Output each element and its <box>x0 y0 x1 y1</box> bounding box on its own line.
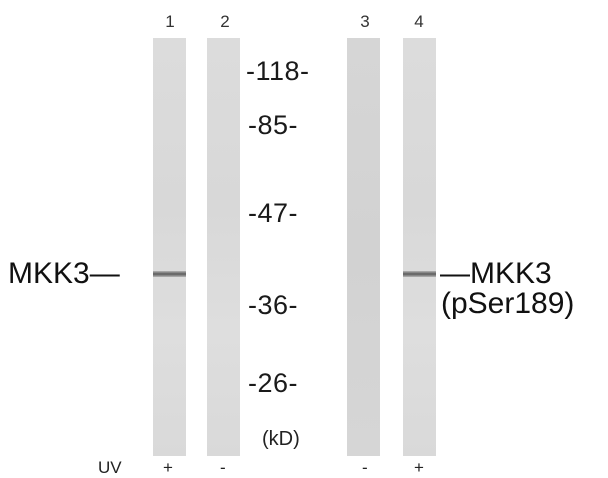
lane-number-4: 4 <box>414 12 424 31</box>
band-mkk3-lane-4 <box>403 271 436 277</box>
left-protein-label: MKK3— <box>8 257 120 290</box>
marker-85: -85- <box>248 110 299 140</box>
marker-26: -26- <box>248 368 299 398</box>
unit-label: (kD) <box>262 428 300 450</box>
marker-36: -36- <box>248 290 299 320</box>
lane-number-1: 1 <box>165 12 175 31</box>
marker-47: -47- <box>248 198 299 228</box>
blot-lane-1 <box>153 38 186 456</box>
right-protein-label: —MKK3 <box>440 257 552 290</box>
uv-label: UV <box>98 458 122 477</box>
right-protein-subtitle: (pSer189) <box>441 287 575 320</box>
uv-sign-lane-2: - <box>220 458 226 477</box>
blot-lane-2 <box>207 38 240 456</box>
lane-number-3: 3 <box>360 12 370 31</box>
marker-118: -118- <box>246 56 310 86</box>
band-mkk3-lane-1 <box>153 271 186 277</box>
blot-lane-4 <box>403 38 436 456</box>
lane-number-2: 2 <box>220 12 230 31</box>
uv-sign-lane-3: - <box>362 458 368 477</box>
blot-lane-3 <box>347 38 380 456</box>
uv-sign-lane-4: + <box>414 458 424 477</box>
uv-sign-lane-1: + <box>163 458 173 477</box>
